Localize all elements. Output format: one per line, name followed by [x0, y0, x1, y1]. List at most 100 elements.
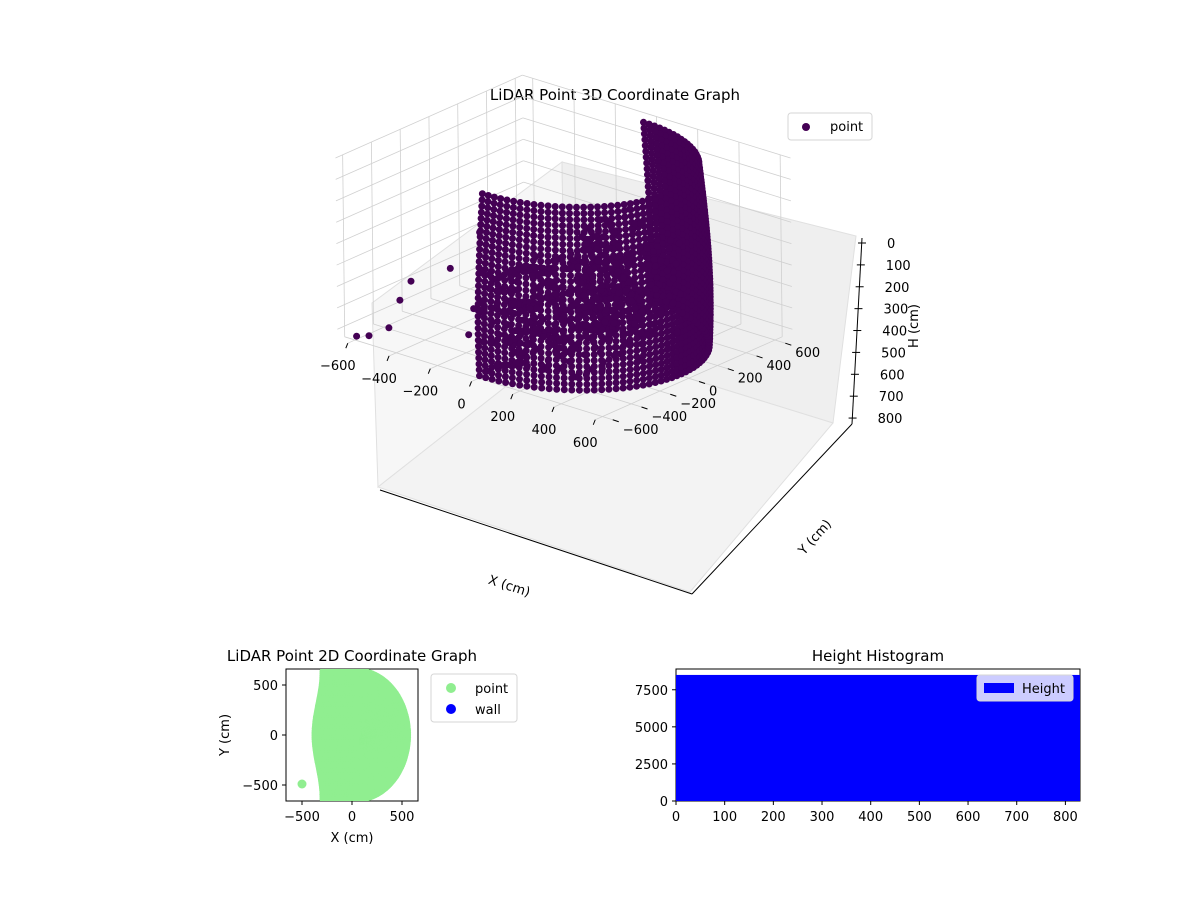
point-marker [601, 258, 609, 266]
point-marker [537, 220, 545, 228]
point-marker [648, 149, 656, 157]
point-marker [605, 362, 613, 370]
point-marker [598, 380, 606, 388]
point-marker [636, 296, 644, 304]
point-marker [560, 380, 568, 388]
point-marker [662, 258, 670, 266]
point-marker [551, 234, 559, 242]
point-marker [490, 193, 498, 201]
point-marker [516, 381, 524, 389]
point-marker [646, 132, 654, 140]
point-marker [628, 327, 636, 335]
point-marker [484, 204, 492, 212]
point-marker [647, 320, 655, 328]
point-marker [532, 253, 540, 261]
point-marker [481, 278, 489, 286]
point-marker [501, 252, 509, 260]
point-marker [633, 205, 641, 213]
point-marker [495, 371, 502, 379]
point-marker [660, 171, 668, 179]
point-marker [594, 321, 602, 329]
point-marker [483, 229, 490, 236]
point-marker [620, 274, 627, 282]
point-marker [495, 244, 503, 252]
point-marker [509, 210, 517, 218]
point-marker [508, 253, 516, 261]
point-marker [560, 263, 568, 271]
point-marker [557, 364, 565, 372]
point-marker [616, 303, 624, 311]
point-marker [482, 235, 490, 243]
point-marker [567, 278, 575, 286]
point-marker [619, 372, 627, 380]
point-marker [669, 299, 677, 307]
chart-2d-title: LiDAR Point 2D Coordinate Graph [227, 647, 477, 665]
point-marker [657, 365, 665, 373]
point-marker [661, 189, 669, 196]
point-marker [558, 299, 566, 307]
point-marker [531, 284, 539, 292]
point-marker [581, 272, 589, 280]
point-marker [655, 175, 663, 183]
point-marker [587, 216, 595, 224]
x-tick-label: −400 [361, 372, 397, 387]
point-marker [481, 259, 489, 267]
point-marker [512, 359, 520, 367]
point-marker [626, 354, 634, 362]
point-marker [517, 339, 525, 347]
point-marker [638, 278, 646, 286]
outlier-point [365, 332, 373, 340]
point-marker [612, 361, 620, 369]
point-marker [638, 340, 646, 348]
point-marker [612, 373, 620, 381]
point-marker [651, 190, 658, 198]
point-marker [601, 335, 609, 343]
x-tick-label: 0 [457, 398, 465, 413]
point-marker [495, 377, 503, 385]
point-marker [516, 223, 524, 231]
z-tick-label: 0 [887, 237, 895, 252]
point-marker [619, 333, 627, 340]
point-marker [551, 221, 559, 229]
point-marker [607, 208, 615, 216]
point-marker [509, 222, 517, 230]
point-marker [583, 380, 591, 388]
point-marker [529, 349, 537, 357]
point-marker [487, 337, 495, 345]
point-marker [598, 326, 606, 334]
point-marker [605, 374, 613, 381]
point-marker [516, 217, 524, 225]
point-marker [642, 153, 650, 161]
point-marker [647, 138, 655, 146]
point-marker [547, 278, 555, 286]
point-marker [610, 319, 618, 327]
x-axis-line [379, 489, 693, 595]
point-marker [608, 307, 616, 315]
point-marker [483, 367, 491, 375]
point-marker [485, 271, 493, 279]
point-marker [658, 329, 665, 337]
point-marker [663, 364, 671, 372]
point-marker [489, 224, 497, 232]
point-marker [599, 358, 607, 366]
point-marker [665, 244, 673, 252]
z-tick-label: 500 [881, 346, 906, 361]
point-marker [652, 214, 660, 222]
point-marker [595, 226, 602, 234]
point-marker [515, 291, 523, 299]
point-marker [523, 237, 530, 245]
point-marker [625, 260, 633, 267]
point-marker [556, 344, 564, 352]
point-marker [650, 256, 658, 264]
legend-point-label: point [830, 120, 863, 135]
point-marker [622, 225, 630, 233]
point-marker [530, 371, 538, 379]
point-marker [530, 232, 538, 240]
point-marker [545, 379, 553, 387]
point-marker [646, 212, 654, 220]
point-marker [489, 230, 497, 238]
point-marker [566, 216, 574, 224]
point-marker [502, 239, 510, 247]
point-marker [537, 372, 545, 380]
point-marker [551, 203, 559, 210]
